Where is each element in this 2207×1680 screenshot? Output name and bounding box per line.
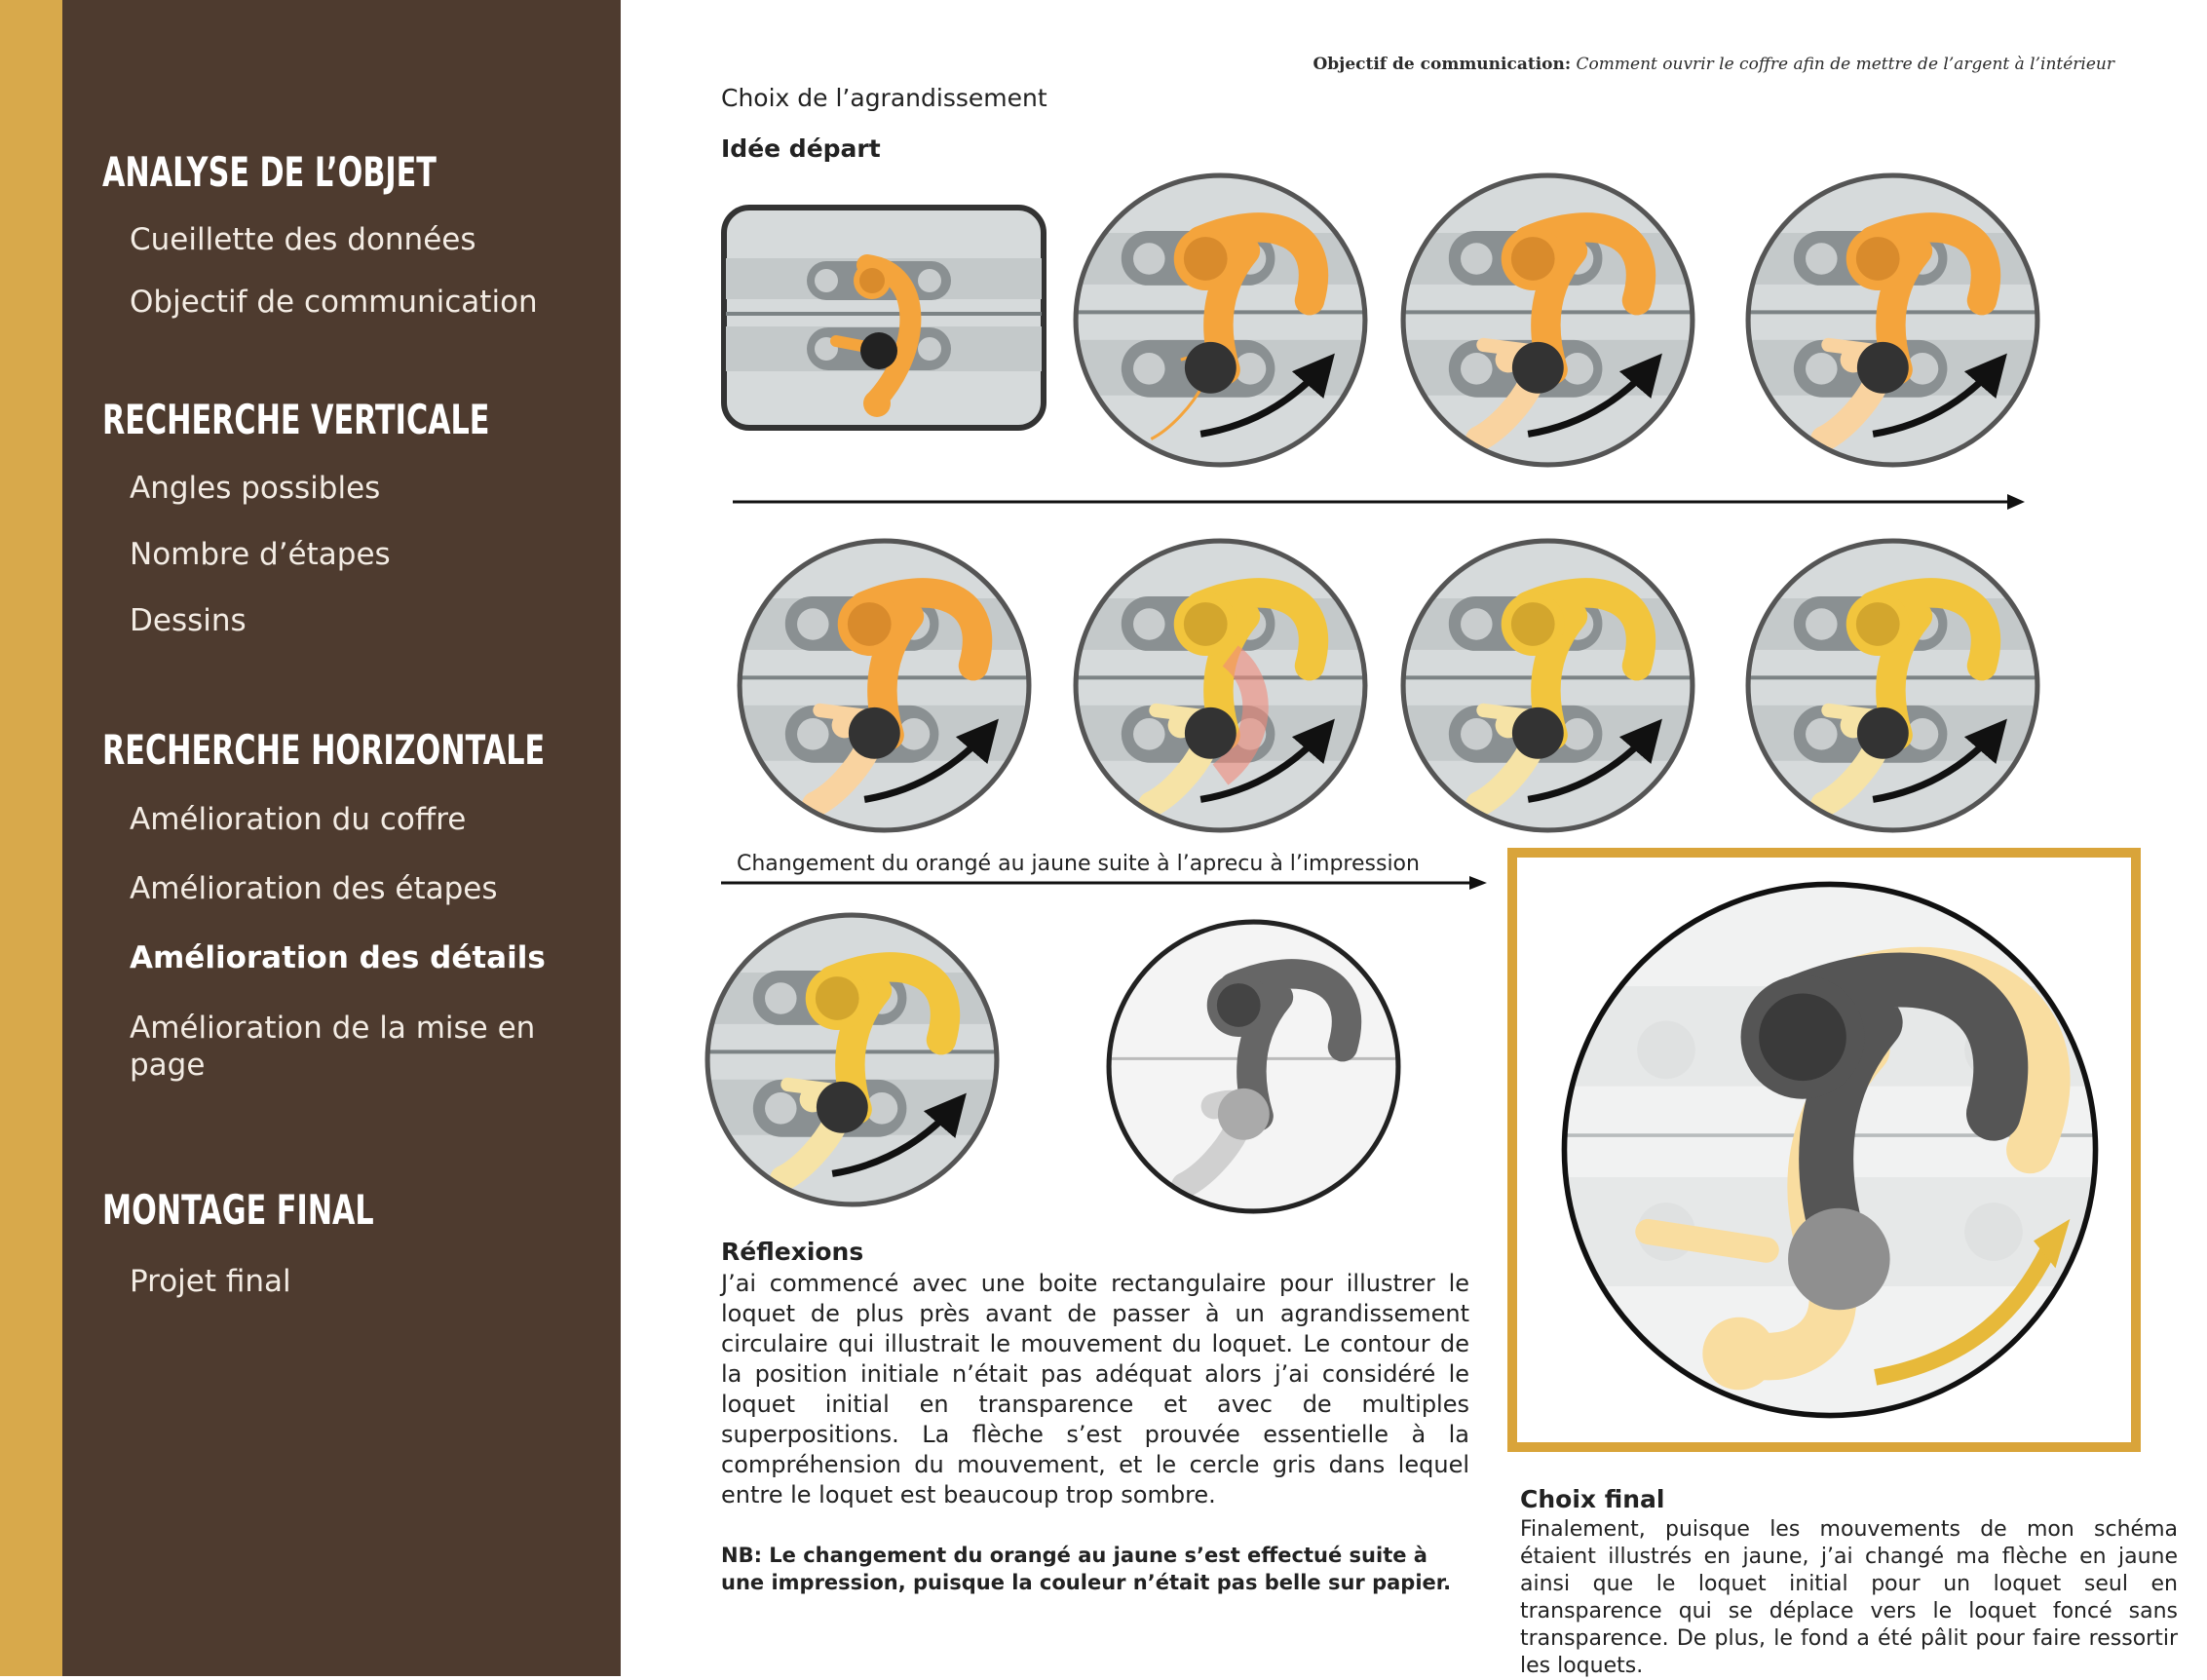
objectif-header: Objectif de communication: Comment ouvri…	[1313, 55, 2114, 74]
nav-item-dessins[interactable]: Dessins	[130, 603, 247, 638]
progression-arrow-2	[721, 876, 1487, 890]
objectif-text: Comment ouvrir le coffre afin de mettre …	[1576, 55, 2114, 74]
sidebar: ANALYSE DE L’OBJET Cueillette des donnée…	[62, 0, 621, 1676]
gold-accent-strip	[0, 0, 62, 1676]
objectif-label: Objectif de communication:	[1313, 55, 1572, 74]
circle-zoom-grayscale	[1106, 919, 1401, 1214]
rectangle-zoom-idea	[721, 205, 1046, 431]
nav-item-projet-final[interactable]: Projet final	[130, 1264, 291, 1299]
section-title-montage: MONTAGE FINAL	[102, 1186, 374, 1234]
circle-zoom-7	[1745, 538, 2040, 833]
reflexions-title: Réflexions	[721, 1238, 864, 1266]
nav-item-details-active[interactable]: Amélioration des détails	[130, 940, 546, 975]
circle-zoom-1	[1073, 172, 1368, 468]
circle-zoom-2	[1400, 172, 1695, 468]
section-title-verticale: RECHERCHE VERTICALE	[102, 396, 490, 443]
nb-note: NB: Le changement du orangé au jaune s’e…	[721, 1544, 1452, 1594]
final-choice-frame	[1507, 848, 2141, 1452]
nav-item-angles[interactable]: Angles possibles	[130, 471, 381, 506]
section-title-horizontale: RECHERCHE HORIZONTALE	[102, 726, 546, 774]
nav-item-mise-en-page[interactable]: Amélioration de la mise en page	[130, 1011, 536, 1083]
circle-zoom-3	[1745, 172, 2040, 468]
changement-label: Changement du orangé au jaune suite à l’…	[737, 852, 1420, 876]
nav-item-coffre[interactable]: Amélioration du coffre	[130, 802, 467, 837]
nav-item-ameli-etapes[interactable]: Amélioration des étapes	[130, 871, 498, 906]
nav-item-objectif[interactable]: Objectif de communication	[130, 285, 538, 320]
progression-arrow-1	[733, 494, 2025, 510]
choix-final-title: Choix final	[1520, 1485, 1665, 1513]
section-title-analyse: ANALYSE DE L’OBJET	[102, 148, 437, 196]
nav-item-etapes[interactable]: Nombre d’étapes	[130, 537, 391, 572]
circle-zoom-8	[704, 912, 1000, 1207]
idee-depart-label: Idée départ	[721, 134, 881, 163]
nav-item-cueillette[interactable]: Cueillette des données	[130, 222, 476, 257]
final-choice-circle	[1561, 881, 2099, 1419]
circle-zoom-6	[1400, 538, 1695, 833]
circle-zoom-5	[1073, 538, 1368, 833]
reflexions-text: J’ai commencé avec une boite rectangulai…	[721, 1270, 1469, 1508]
choix-final-text: Finalement, puisque les mouvements de mo…	[1520, 1517, 2178, 1678]
choix-agrandissement-label: Choix de l’agrandissement	[721, 84, 1047, 112]
circle-zoom-4	[737, 538, 1032, 833]
